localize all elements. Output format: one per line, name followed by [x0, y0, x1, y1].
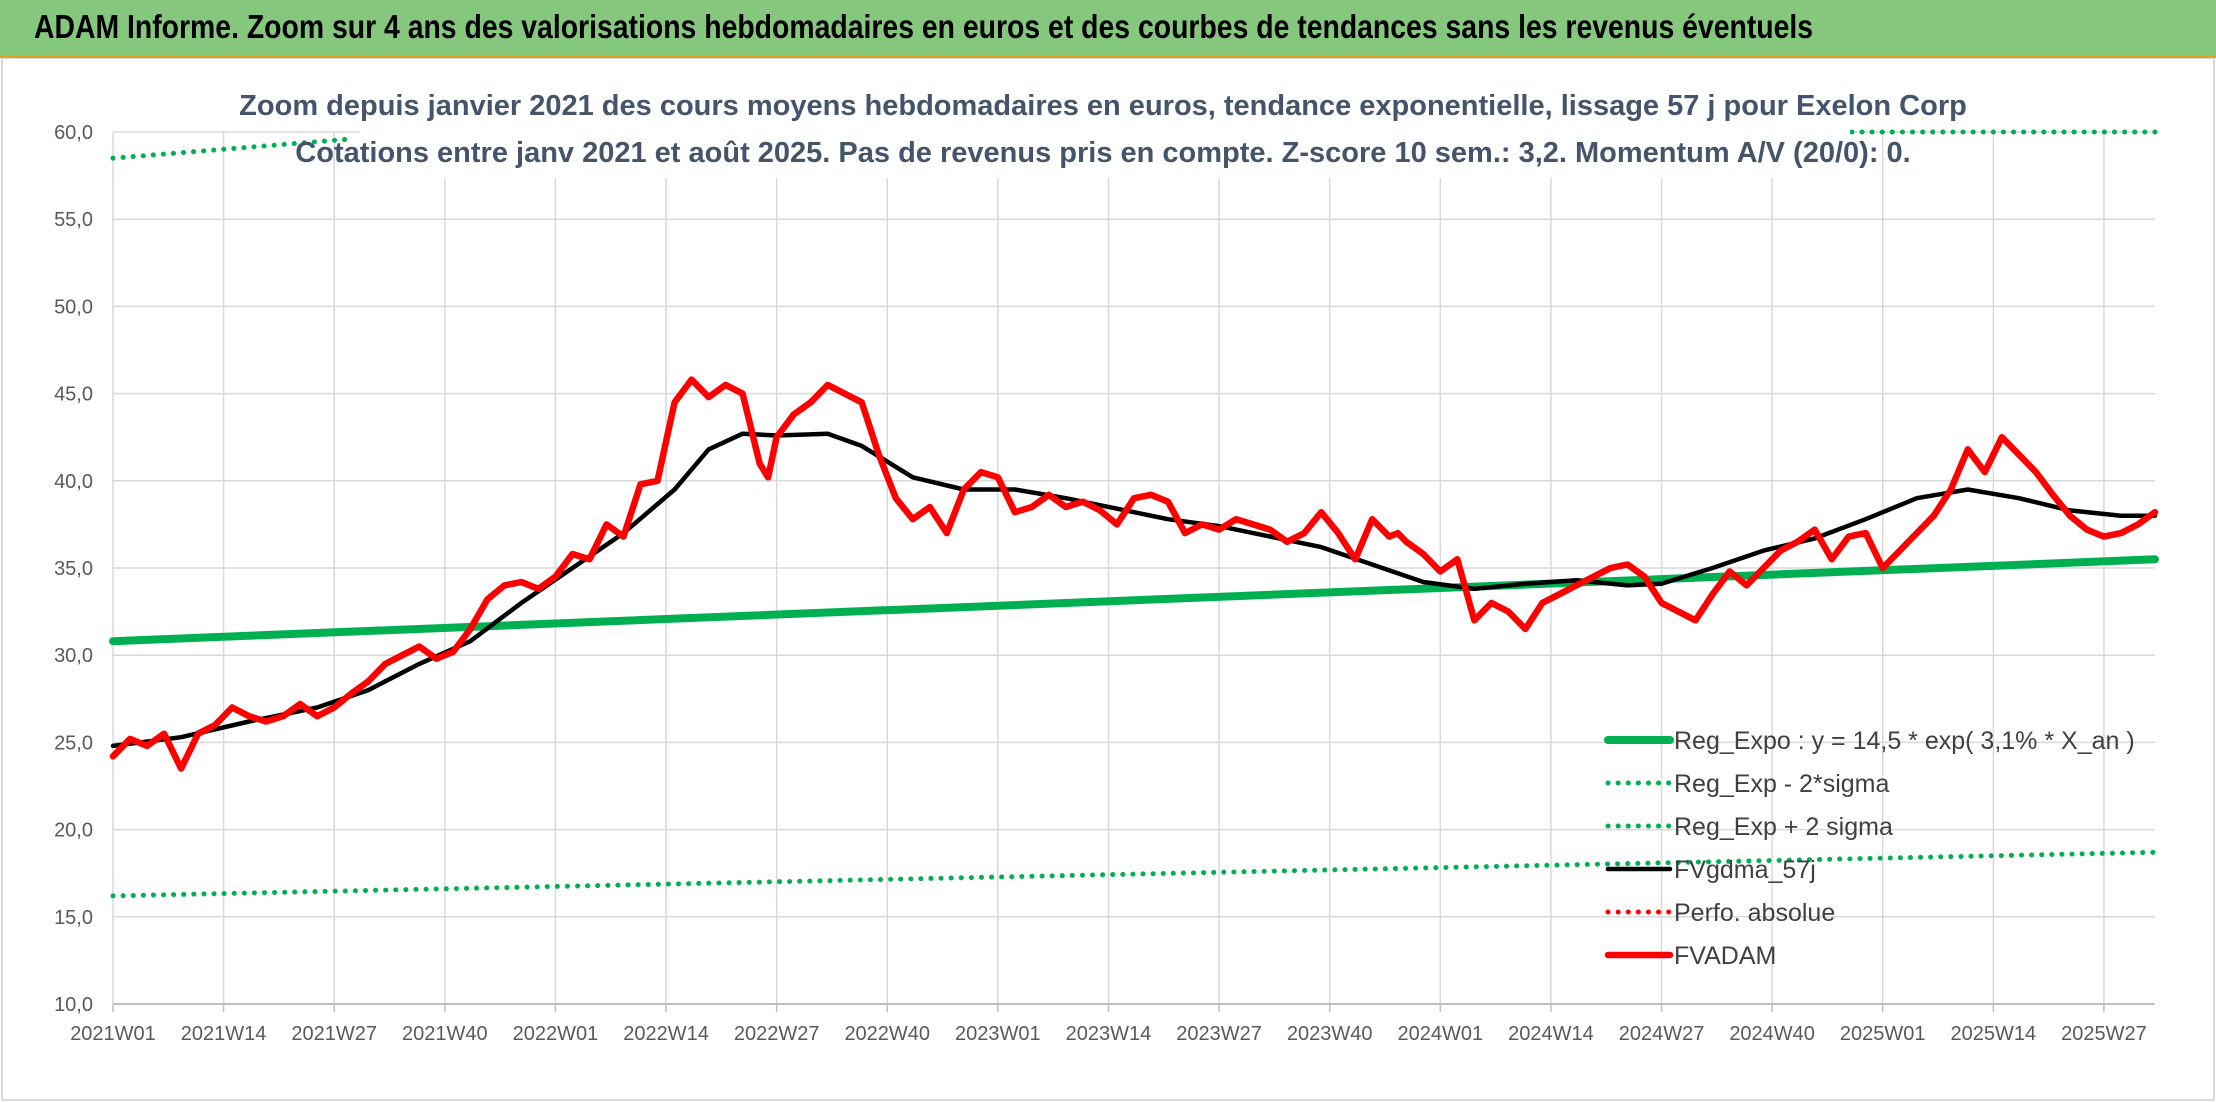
series-line-1 — [109, 555, 2159, 646]
legend-label: Reg_Expo : y = 14,5 * exp( 3,1% * X_an ) — [1674, 727, 2135, 755]
y-tick-label: 15,0 — [54, 907, 93, 929]
legend-label: FVADAM — [1674, 942, 1776, 970]
series-line-2 — [110, 849, 2158, 899]
x-tick-label: 2021W40 — [402, 1023, 488, 1045]
chart-series — [109, 129, 2159, 899]
chart-subtitle-line-2: Cotations entre janv 2021 et août 2025. … — [295, 137, 1910, 169]
chart-area: 10,0 15,0 20,0 25,0 30,0 35,0 40,0 45,0 50,0 55,0… — [0, 58, 2216, 1102]
x-tick-label: 2021W27 — [291, 1023, 377, 1045]
y-axis-ticks: 10,0 15,0 20,0 25,0 30,0 35,0 40,0 45,0 50,0 55,0… — [54, 122, 93, 1016]
x-tick-label: 2025W27 — [2061, 1023, 2147, 1045]
legend-label: FVgdma_57j — [1674, 856, 1816, 884]
x-tick-label: 2023W14 — [1066, 1023, 1152, 1045]
x-tick-label: 2022W01 — [513, 1023, 599, 1045]
x-tick-label: 2024W14 — [1508, 1023, 1594, 1045]
y-tick-label: 40,0 — [54, 471, 93, 493]
x-tick-label: 2023W01 — [955, 1023, 1041, 1045]
y-tick-label: 35,0 — [54, 558, 93, 580]
y-tick-label: 60,0 — [54, 122, 93, 144]
y-tick-label: 10,0 — [54, 994, 93, 1016]
subtitle-background — [360, 60, 1850, 178]
legend-label: Reg_Exp - 2*sigma — [1674, 770, 1889, 798]
series-line-3 — [110, 129, 2158, 161]
y-tick-label: 25,0 — [54, 732, 93, 754]
y-tick-label: 30,0 — [54, 645, 93, 667]
x-tick-label: 2021W14 — [181, 1023, 267, 1045]
x-tick-label: 2024W01 — [1397, 1023, 1483, 1045]
x-tick-label: 2025W01 — [1840, 1023, 1926, 1045]
x-tick-label: 2025W14 — [1951, 1023, 2037, 1045]
x-tick-label: 2024W27 — [1619, 1023, 1705, 1045]
x-tick-label: 2022W40 — [844, 1023, 930, 1045]
x-tick-label: 2023W27 — [1176, 1023, 1262, 1045]
chart-legend: Reg_Expo : y = 14,5 * exp( 3,1% * X_an )… — [1604, 727, 2135, 970]
x-tick-label: 2021W01 — [70, 1023, 156, 1045]
x-tick-label: 2022W27 — [734, 1023, 820, 1045]
series-line-6 — [109, 376, 2159, 772]
y-tick-label: 55,0 — [54, 209, 93, 231]
x-axis-ticks: 2021W01 2021W14 2021W27 2021W40 2022W01 2022W… — [70, 1023, 2147, 1045]
x-tick-label: 2023W40 — [1287, 1023, 1373, 1045]
y-tick-label: 20,0 — [54, 820, 93, 842]
report-header: ADAM Informe. Zoom sur 4 ans des valoris… — [0, 0, 2216, 58]
y-tick-label: 50,0 — [54, 296, 93, 318]
legend-label: Reg_Exp + 2 sigma — [1674, 813, 1893, 841]
chart-subtitle-line-1: Zoom depuis janvier 2021 des cours moyen… — [239, 90, 1967, 122]
line-chart: 10,0 15,0 20,0 25,0 30,0 35,0 40,0 45,0 50,0 55,0… — [1, 58, 2215, 1101]
series-line-4 — [110, 431, 2158, 749]
x-tick-label: 2022W14 — [623, 1023, 709, 1045]
legend-label: Perfo. absolue — [1674, 899, 1835, 927]
y-tick-label: 45,0 — [54, 384, 93, 406]
x-tick-label: 2024W40 — [1729, 1023, 1815, 1045]
report-title: ADAM Informe. Zoom sur 4 ans des valoris… — [34, 8, 1814, 45]
chart-grid — [112, 131, 2155, 1012]
